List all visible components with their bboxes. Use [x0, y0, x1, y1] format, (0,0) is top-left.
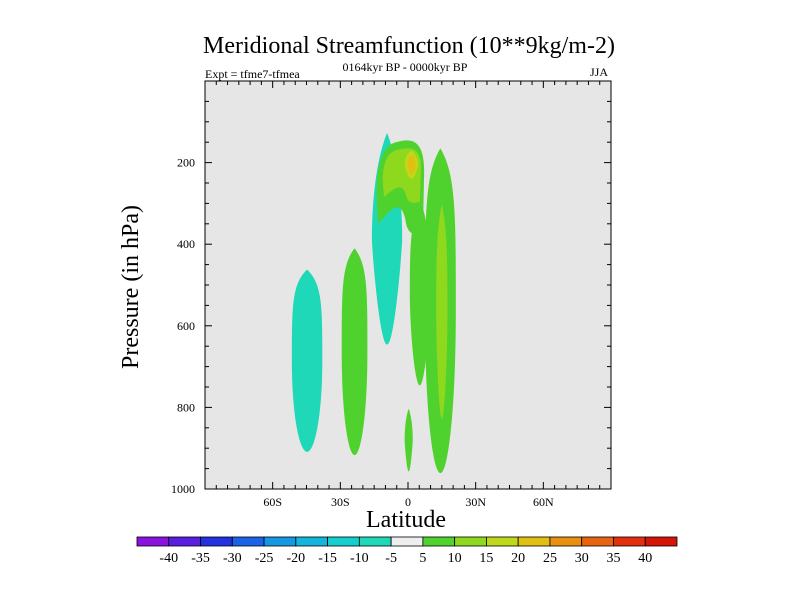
colorbar-label: -35 [191, 551, 210, 566]
x-axis-ticks: 60S 30S 0 30N 60N [215, 81, 601, 509]
colorbar-swatch [136, 536, 170, 547]
colorbar-label: -15 [318, 551, 337, 566]
colorbar-label: -10 [350, 551, 369, 566]
colorbar-label: -30 [223, 551, 242, 566]
colorbar-swatch [168, 536, 201, 547]
colorbar-swatch [390, 536, 424, 547]
contour-region [391, 234, 397, 268]
y-tick-label: 800 [177, 400, 195, 414]
x-tick-label: 60N [533, 495, 554, 509]
colorbar-label: -20 [286, 551, 305, 566]
contour-region [404, 408, 413, 472]
colorbar-label: 35 [606, 551, 620, 566]
colorbar-swatch [200, 536, 233, 547]
colorbar: -40 -35 -30 -25 -20 -15 -10 -5 5 10 15 20 25 30 35 40 [136, 536, 678, 566]
y-axis-ticks: 200 400 600 800 1000 [171, 100, 611, 496]
colorbar-label: 20 [511, 551, 525, 566]
colorbar-swatch [613, 536, 646, 547]
colorbar-label: -5 [385, 551, 397, 566]
colorbar-swatch [327, 536, 360, 547]
colorbar-swatch [581, 536, 614, 547]
season-label: JJA [590, 65, 608, 79]
contour-region [341, 248, 368, 456]
colorbar-label: 15 [479, 551, 493, 566]
colorbar-label: 30 [575, 551, 589, 566]
colorbar-swatch [644, 536, 678, 547]
x-tick-label: 30S [331, 495, 350, 509]
colorbar-label: 5 [419, 551, 426, 566]
contour-region [407, 154, 416, 175]
colorbar-label: 40 [638, 551, 652, 566]
colorbar-swatch [549, 536, 583, 547]
y-tick-label: 200 [177, 156, 195, 170]
y-tick-label: 1000 [171, 482, 195, 496]
experiment-label: Expt = tfme7-tfmea [205, 67, 300, 81]
colorbar-swatch [231, 536, 265, 547]
colorbar-swatch [295, 536, 328, 547]
contour-regions [291, 132, 456, 474]
colorbar-label: 25 [543, 551, 557, 566]
colorbar-swatch [486, 536, 519, 547]
colorbar-label: 10 [448, 551, 462, 566]
period-label: 0164kyr BP - 0000kyr BP [343, 60, 468, 74]
colorbar-swatch [263, 536, 297, 547]
colorbar-label: -40 [159, 551, 178, 566]
chart-title: Meridional Streamfunction (10**9kg/m-2) [203, 33, 615, 59]
colorbar-swatch [358, 536, 392, 547]
x-tick-label: 0 [405, 495, 411, 509]
y-tick-label: 600 [177, 319, 195, 333]
colorbar-swatch [422, 536, 456, 547]
x-axis-label: Latitude [366, 507, 446, 533]
contour-region [436, 204, 448, 419]
contour-region [409, 200, 430, 386]
contour-region [291, 269, 323, 452]
y-axis-label: Pressure (in hPa) [118, 205, 144, 369]
colorbar-swatch [517, 536, 551, 547]
y-tick-label: 400 [177, 237, 195, 251]
colorbar-label: -25 [255, 551, 274, 566]
x-tick-label: 30N [465, 495, 486, 509]
colorbar-swatch [454, 536, 487, 547]
x-tick-label: 60S [263, 495, 282, 509]
